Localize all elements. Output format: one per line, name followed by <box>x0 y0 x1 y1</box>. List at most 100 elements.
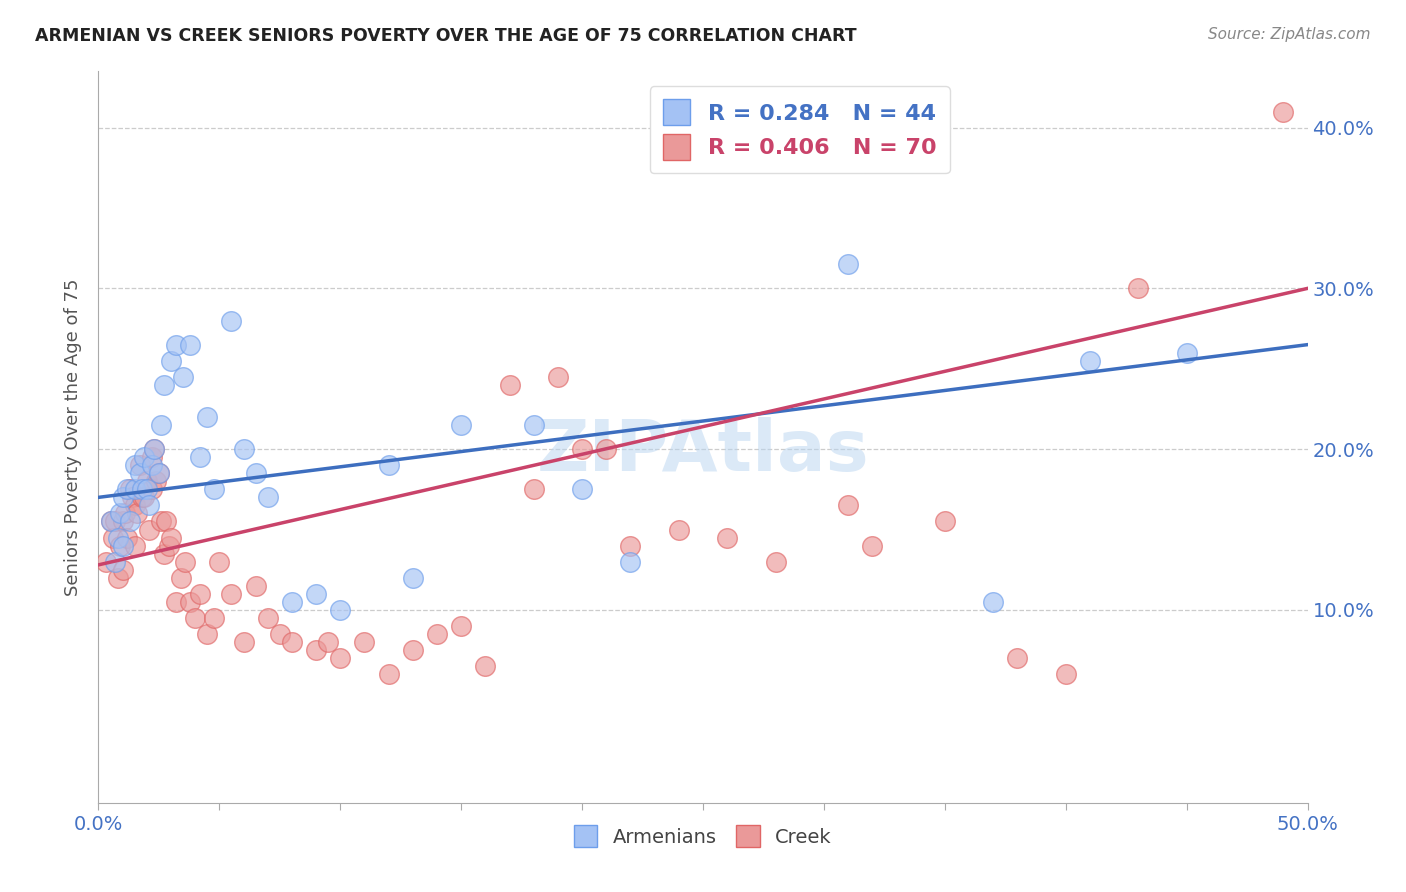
Point <box>547 369 569 384</box>
Point <box>305 643 328 657</box>
Point <box>595 442 617 457</box>
Point <box>523 483 546 497</box>
Point <box>169 571 191 585</box>
Point <box>377 667 399 681</box>
Point <box>619 539 641 553</box>
Point <box>148 467 170 481</box>
Point <box>150 515 173 529</box>
Point <box>402 643 425 657</box>
Point <box>208 555 231 569</box>
Point <box>131 483 153 497</box>
Point <box>184 611 207 625</box>
Point <box>860 539 883 553</box>
Point <box>179 337 201 351</box>
Point <box>619 555 641 569</box>
Point <box>316 635 339 649</box>
Point <box>232 635 254 649</box>
Point <box>160 531 183 545</box>
Point <box>195 627 218 641</box>
Point <box>1078 353 1101 368</box>
Point <box>571 442 593 457</box>
Point <box>100 515 122 529</box>
Point <box>305 587 328 601</box>
Point <box>118 483 141 497</box>
Legend: Armenians, Creek: Armenians, Creek <box>567 817 839 855</box>
Point <box>1128 281 1150 295</box>
Point <box>1175 345 1198 359</box>
Point <box>668 523 690 537</box>
Y-axis label: Seniors Poverty Over the Age of 75: Seniors Poverty Over the Age of 75 <box>65 278 83 596</box>
Point <box>245 579 267 593</box>
Point <box>179 595 201 609</box>
Point <box>157 539 180 553</box>
Point <box>141 483 163 497</box>
Point <box>281 595 304 609</box>
Point <box>100 515 122 529</box>
Point <box>138 523 160 537</box>
Point <box>121 491 143 505</box>
Point <box>111 515 134 529</box>
Point <box>114 507 136 521</box>
Point <box>134 491 156 505</box>
Point <box>837 499 859 513</box>
Text: ZIPAtlas: ZIPAtlas <box>537 417 869 486</box>
Point <box>450 417 472 432</box>
Point <box>143 442 166 457</box>
Point <box>377 458 399 473</box>
Point <box>1007 651 1029 665</box>
Point <box>172 369 194 384</box>
Point <box>221 587 243 601</box>
Point <box>204 483 226 497</box>
Point <box>571 483 593 497</box>
Point <box>174 555 197 569</box>
Point <box>188 587 211 601</box>
Point <box>135 475 157 489</box>
Point <box>107 531 129 545</box>
Point <box>124 483 146 497</box>
Point <box>160 353 183 368</box>
Point <box>716 531 738 545</box>
Point <box>128 467 150 481</box>
Point <box>1054 667 1077 681</box>
Point <box>148 467 170 481</box>
Point <box>111 539 134 553</box>
Point <box>108 539 131 553</box>
Point <box>837 257 859 271</box>
Point <box>124 539 146 553</box>
Point <box>127 507 149 521</box>
Point <box>256 491 278 505</box>
Point <box>111 563 134 577</box>
Point <box>281 635 304 649</box>
Point <box>195 409 218 424</box>
Point <box>329 651 352 665</box>
Point <box>329 603 352 617</box>
Point <box>765 555 787 569</box>
Point <box>474 659 496 673</box>
Point <box>165 595 187 609</box>
Point <box>134 450 156 465</box>
Point <box>101 531 124 545</box>
Point <box>269 627 291 641</box>
Point <box>981 595 1004 609</box>
Point <box>128 458 150 473</box>
Point <box>188 450 211 465</box>
Point <box>256 611 278 625</box>
Point <box>135 483 157 497</box>
Point <box>111 491 134 505</box>
Point <box>523 417 546 432</box>
Point <box>108 507 131 521</box>
Point <box>155 515 177 529</box>
Point <box>138 499 160 513</box>
Point <box>141 458 163 473</box>
Point <box>145 475 167 489</box>
Point <box>1272 104 1295 119</box>
Point <box>245 467 267 481</box>
Point <box>131 491 153 505</box>
Point <box>152 377 174 392</box>
Point <box>117 531 139 545</box>
Point <box>94 555 117 569</box>
Point <box>232 442 254 457</box>
Point <box>934 515 956 529</box>
Point <box>353 635 375 649</box>
Point <box>124 499 146 513</box>
